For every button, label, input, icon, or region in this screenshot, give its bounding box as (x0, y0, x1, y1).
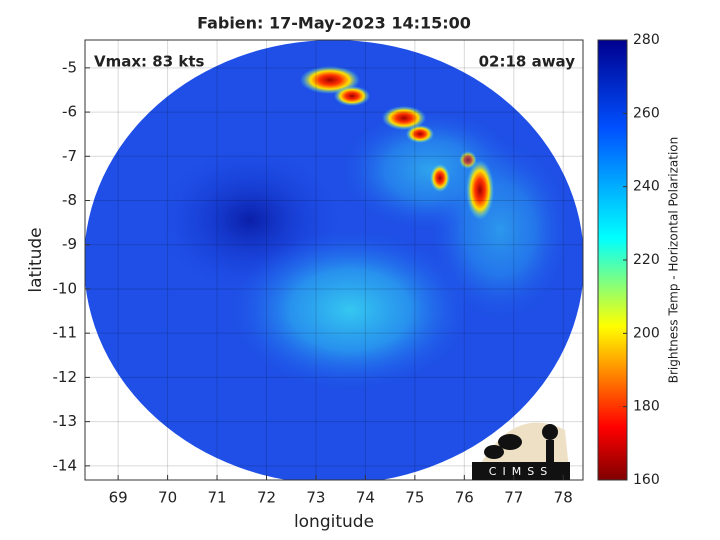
y-tick-label: -7 (62, 147, 77, 165)
y-tick-label: -12 (53, 368, 78, 386)
x-tick-label: 75 (405, 489, 424, 507)
x-tick-label: 69 (109, 489, 128, 507)
x-tick-label: 77 (504, 489, 523, 507)
y-tick-label: -5 (62, 58, 77, 76)
colorbar-tick-label: 240 (633, 179, 660, 195)
x-tick-label: 71 (207, 489, 226, 507)
colorbar (597, 39, 628, 481)
colorbar-tick-label: 160 (633, 472, 660, 488)
x-axis-label: longitude (294, 512, 374, 532)
x-tick-label: 76 (455, 489, 474, 507)
colorbar-tick-label: 280 (633, 32, 660, 48)
x-tick-label: 73 (306, 489, 325, 507)
logo-text: CIMSS (489, 465, 553, 478)
x-tick-label: 74 (356, 489, 375, 507)
colorbar-label: Brightness Temp - Horizontal Polarizatio… (667, 137, 681, 384)
y-tick-label: -14 (53, 456, 78, 474)
chart-title: Fabien: 17-May-2023 14:15:00 (197, 14, 471, 33)
colorbar-tick-label: 260 (633, 105, 660, 121)
colorbar-tick-label: 180 (633, 399, 660, 415)
grid (85, 40, 583, 480)
satellite-image (85, 40, 583, 480)
annotation: 02:18 away (479, 53, 576, 71)
colorbar-tick-label: 200 (633, 325, 660, 341)
y-tick-label: -10 (53, 279, 78, 297)
y-tick-label: -6 (62, 103, 77, 121)
x-tick-label: 70 (158, 489, 177, 507)
colorbar-tick-label: 220 (633, 252, 660, 268)
plot-frame (84, 39, 584, 481)
y-tick-label: -9 (62, 235, 77, 253)
y-axis-label: latitude (26, 227, 46, 292)
logo: CIMSS (472, 422, 570, 480)
annotation: Vmax: 83 kts (94, 53, 204, 71)
x-tick-label: 78 (554, 489, 573, 507)
y-tick-label: -8 (62, 191, 77, 209)
y-tick-label: -13 (53, 412, 78, 430)
x-tick-label: 72 (257, 489, 276, 507)
y-tick-label: -11 (53, 324, 78, 342)
